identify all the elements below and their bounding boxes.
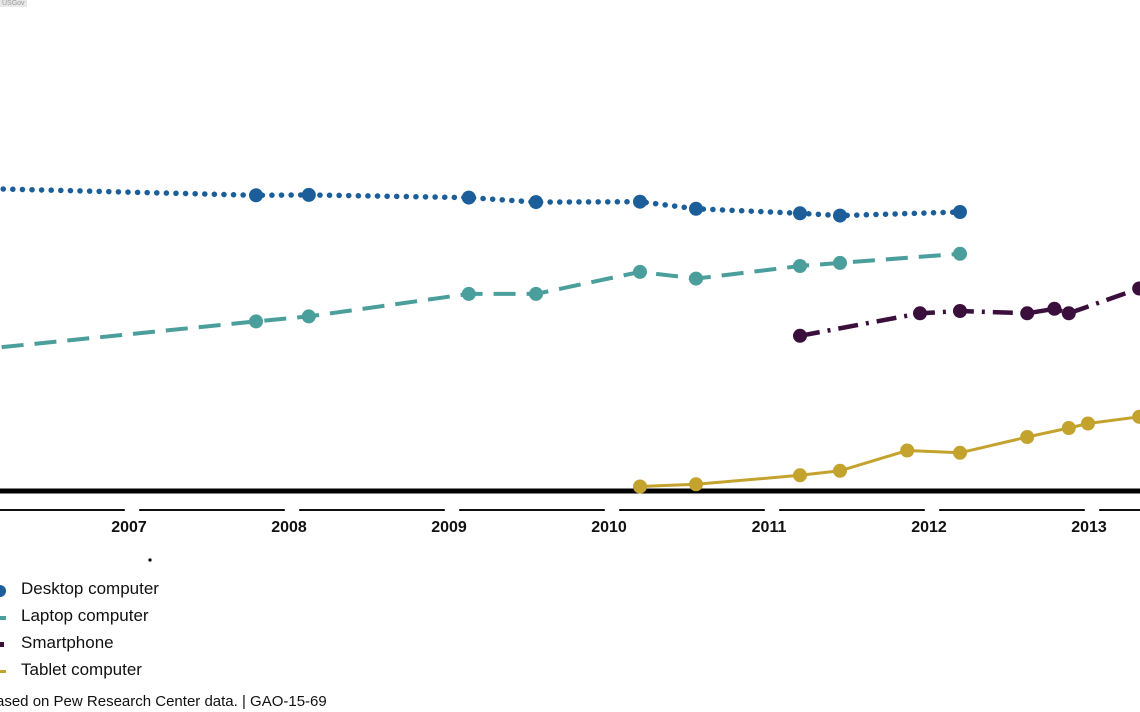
year-tick-label: 2010 [591,519,627,536]
year-tick-label: 2012 [911,519,947,536]
data-point-laptop-computer [633,264,647,279]
data-point-desktop-computer [301,187,316,202]
data-point-desktop-computer [633,194,647,209]
legend-swatch [0,642,4,647]
legend-label: Smartphone [21,633,114,652]
data-point-smartphone [793,328,807,343]
year-tick-label: 2011 [752,519,787,536]
series-line-smartphone [799,286,1140,339]
data-point-desktop-computer [953,205,967,219]
data-point-tablet-computer [1081,416,1095,431]
data-point-laptop-computer [689,271,703,286]
data-point-laptop-computer [461,286,476,301]
legend-swatch [0,670,6,673]
data-point-tablet-computer [953,445,967,460]
data-point-tablet-computer [900,443,915,458]
data-point-desktop-computer [833,208,847,223]
series-group [0,186,1140,494]
data-point-laptop-computer [793,259,807,273]
data-point-smartphone [1020,306,1035,321]
data-point-smartphone [1132,281,1140,296]
data-point-tablet-computer [793,468,807,483]
data-point-tablet-computer [633,479,647,494]
year-tick-label: 2007 [111,519,147,536]
data-point-tablet-computer [1061,421,1076,435]
data-point-laptop-computer [833,255,847,270]
data-point-desktop-computer [461,190,476,205]
legend-swatch [0,585,6,597]
series-line-desktop-computer [0,186,963,219]
data-point-tablet-computer [1020,430,1035,444]
data-point-smartphone [1047,301,1062,316]
legend-label: Laptop computer [21,606,149,625]
legend-swatch [0,616,6,620]
year-tick-label: 2009 [431,519,467,536]
year-tick-label: 2013 [1071,519,1107,536]
data-point-laptop-computer [953,246,967,261]
data-point-smartphone [953,304,967,318]
data-point-desktop-computer [793,206,807,221]
data-point-tablet-computer [833,463,847,478]
series-line-laptop-computer [0,251,961,350]
data-point-laptop-computer [249,314,263,329]
data-point-smartphone [1061,306,1076,321]
corner-tag: USGov [0,0,27,7]
year-tick-group: 2007 2008 2009 2010 2011 2012 2013 [0,509,1140,536]
data-point-laptop-computer [301,309,316,324]
source-note: ased on Pew Research Center data. | GAO-… [0,693,327,710]
year-tick-label: 2008 [271,519,307,536]
data-point-desktop-computer [249,188,263,203]
legend-label: Tablet computer [21,660,142,679]
data-point-desktop-computer [529,195,543,210]
data-point-laptop-computer [529,286,543,301]
stray-dot [148,558,152,562]
legend-label: Desktop computer [21,579,159,598]
data-point-desktop-computer [689,201,703,216]
data-point-tablet-computer [1132,409,1140,424]
data-point-tablet-computer [689,477,703,492]
data-point-smartphone [913,306,927,321]
